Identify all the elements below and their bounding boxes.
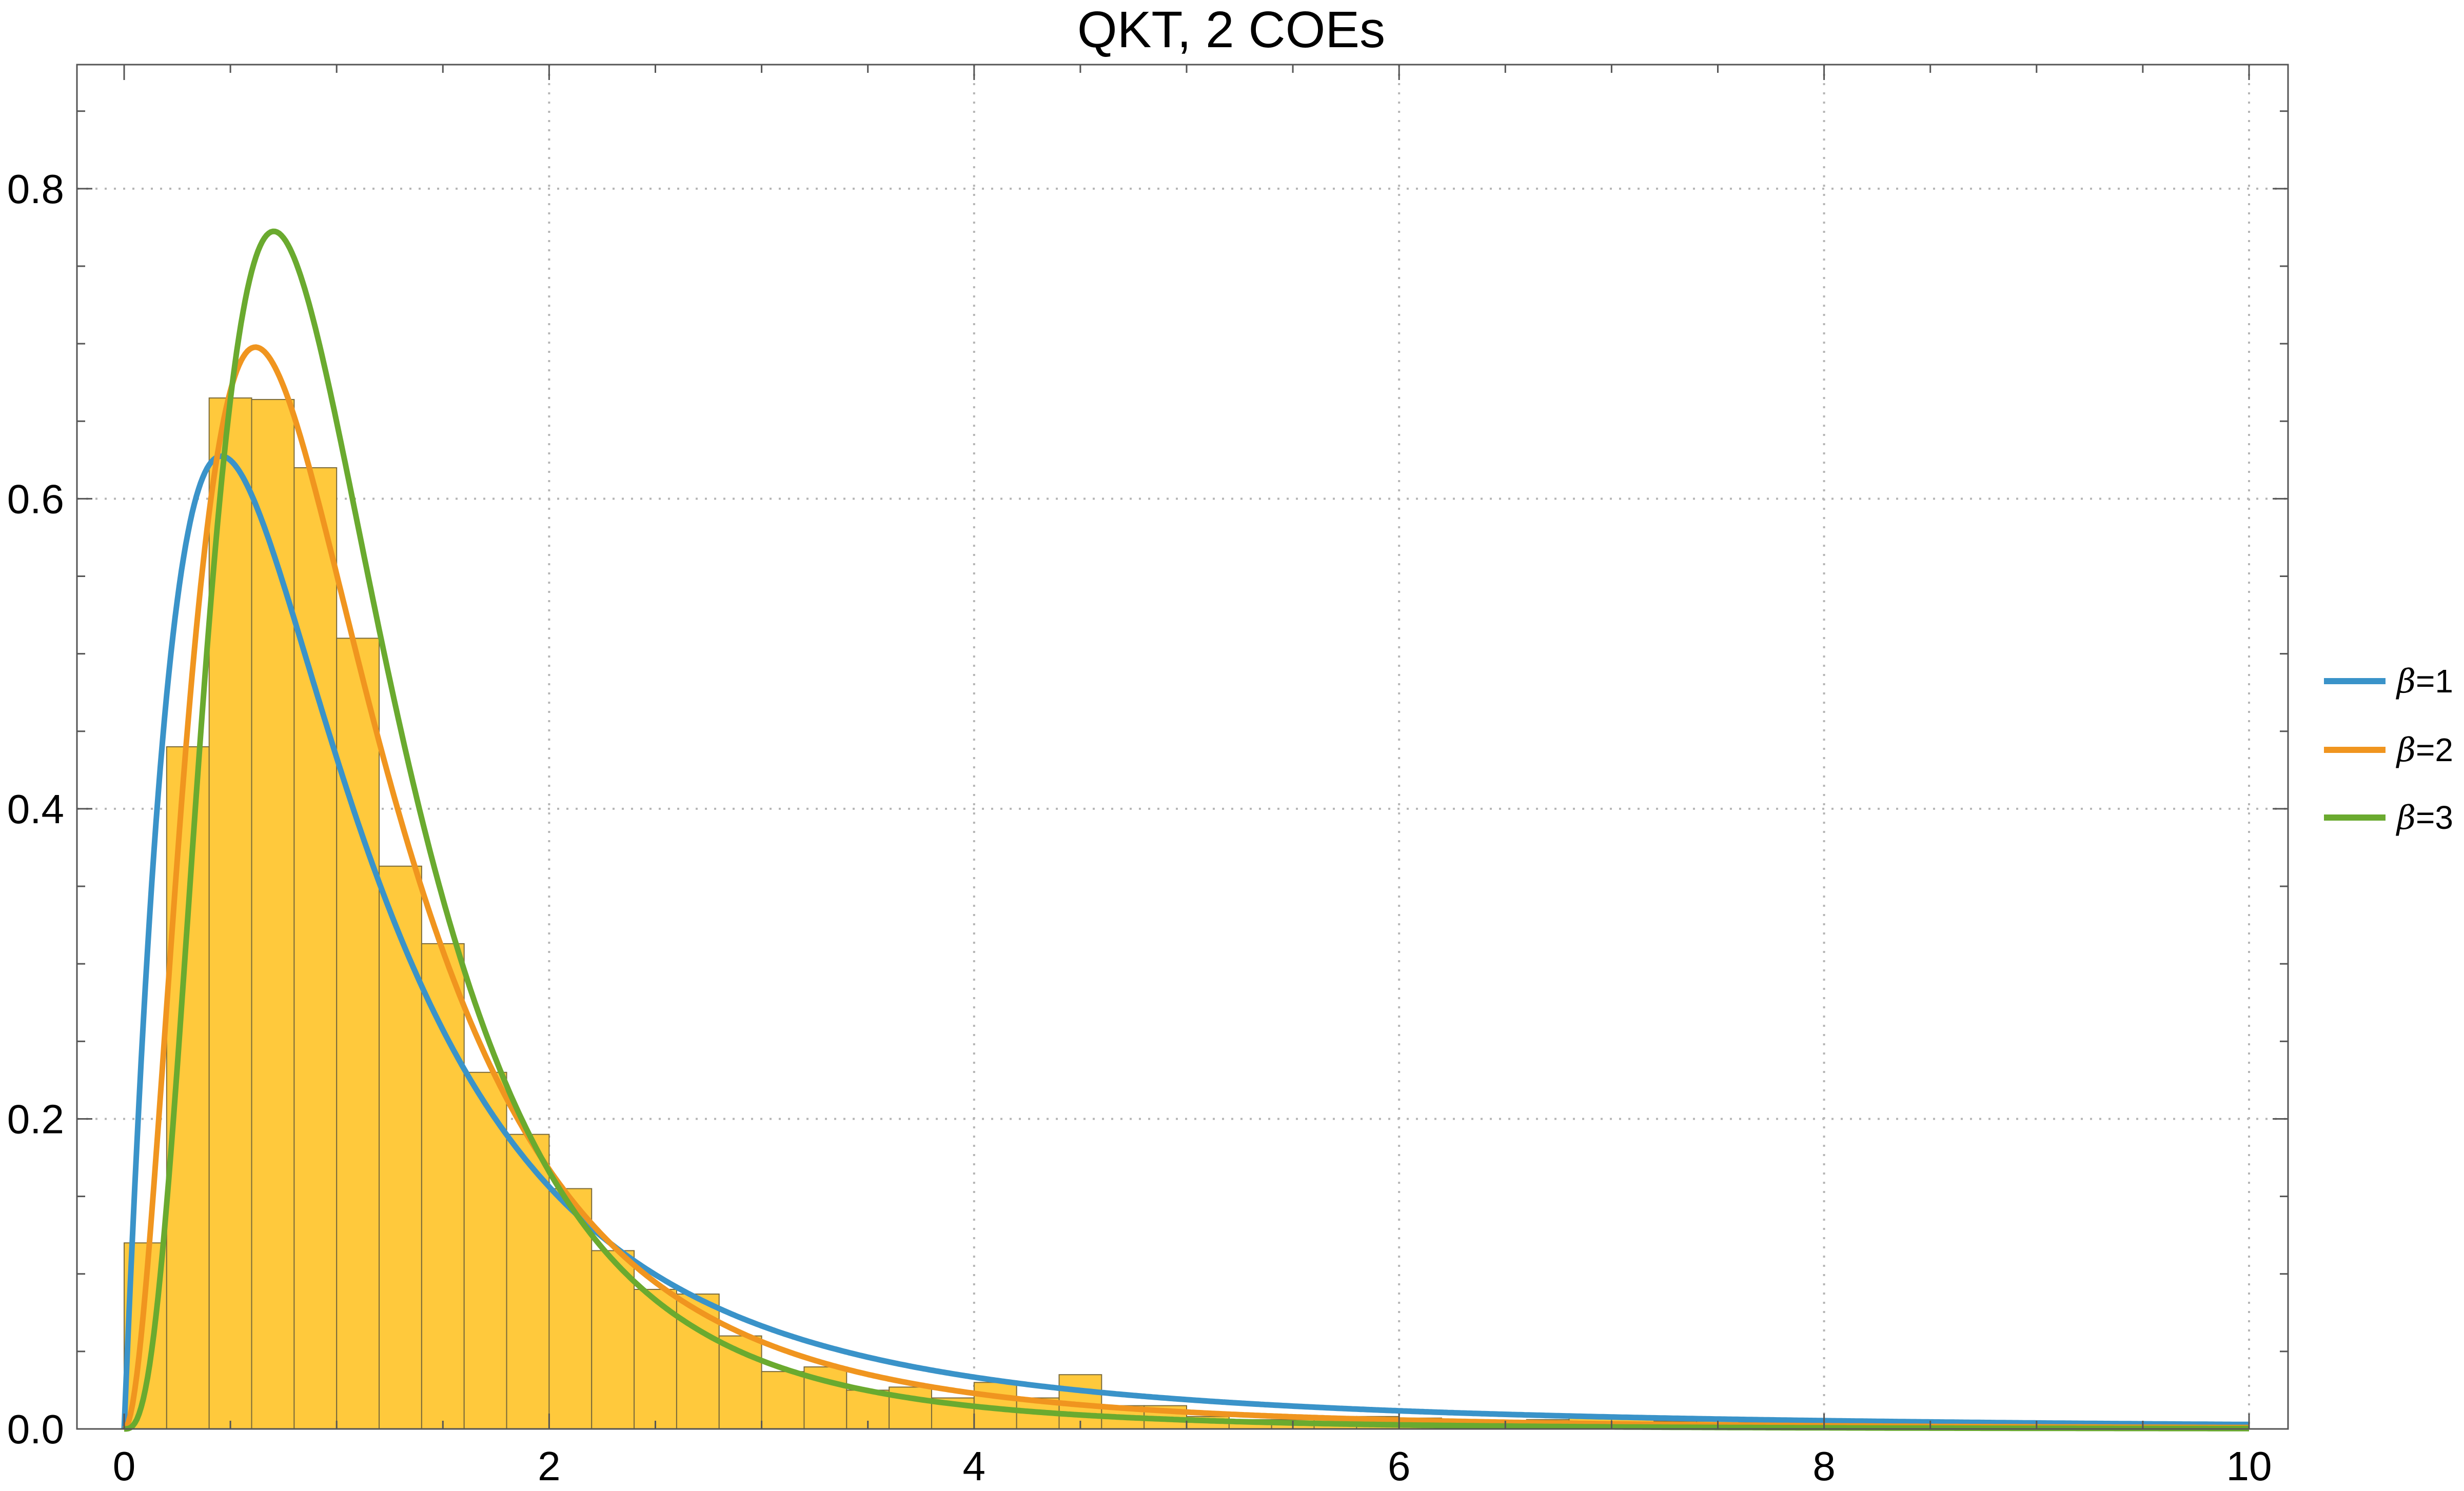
x-tick-label: 4	[963, 1443, 986, 1489]
histogram-bar	[336, 638, 380, 1429]
histogram-bars	[124, 397, 2250, 1430]
axis-ticks: 0 2 4 6 8 10 0.0 0.2 0.4 0.6 0.8	[7, 65, 2288, 1489]
histogram-bar	[591, 1250, 635, 1430]
legend-entry-label: β=3	[2396, 799, 2453, 837]
y-tick-label: 0.6	[7, 476, 64, 522]
series-line-beta-3	[123, 228, 2250, 1432]
chart-title: QKT, 2 COEs	[1077, 1, 1385, 58]
x-tick-label: 6	[1388, 1443, 1411, 1489]
legend-entry-label: β=2	[2396, 731, 2453, 769]
legend-beta-value: =1	[2416, 663, 2453, 700]
histogram-bar	[379, 865, 422, 1429]
y-tick-label: 0.2	[7, 1096, 64, 1142]
series-line-beta-1	[121, 453, 2250, 1429]
x-tick-label: 0	[113, 1443, 136, 1489]
series-curves	[121, 228, 2250, 1432]
histogram-bar	[293, 467, 338, 1430]
legend-beta-symbol: β	[2396, 731, 2416, 769]
histogram-bar	[463, 1071, 507, 1429]
y-tick-label: 0.4	[7, 786, 64, 832]
legend-entry-label: β=1	[2396, 663, 2453, 701]
legend-beta-symbol: β	[2396, 663, 2416, 701]
histogram-bar	[761, 1371, 805, 1430]
histogram-bar	[676, 1294, 720, 1429]
histogram-bar	[421, 943, 465, 1429]
legend: β=1β=2β=3	[2324, 663, 2453, 837]
legend-beta-value: =3	[2416, 799, 2453, 836]
x-tick-label: 2	[538, 1443, 561, 1489]
legend-beta-value: =2	[2416, 731, 2453, 768]
histogram-bar	[506, 1134, 550, 1430]
x-tick-label: 10	[2226, 1443, 2272, 1489]
plot-frame	[76, 64, 2289, 1430]
y-tick-label: 0.0	[7, 1406, 64, 1452]
legend-beta-symbol: β	[2396, 799, 2416, 837]
x-tick-label: 8	[1812, 1443, 1836, 1489]
y-tick-label: 0.8	[7, 166, 64, 212]
